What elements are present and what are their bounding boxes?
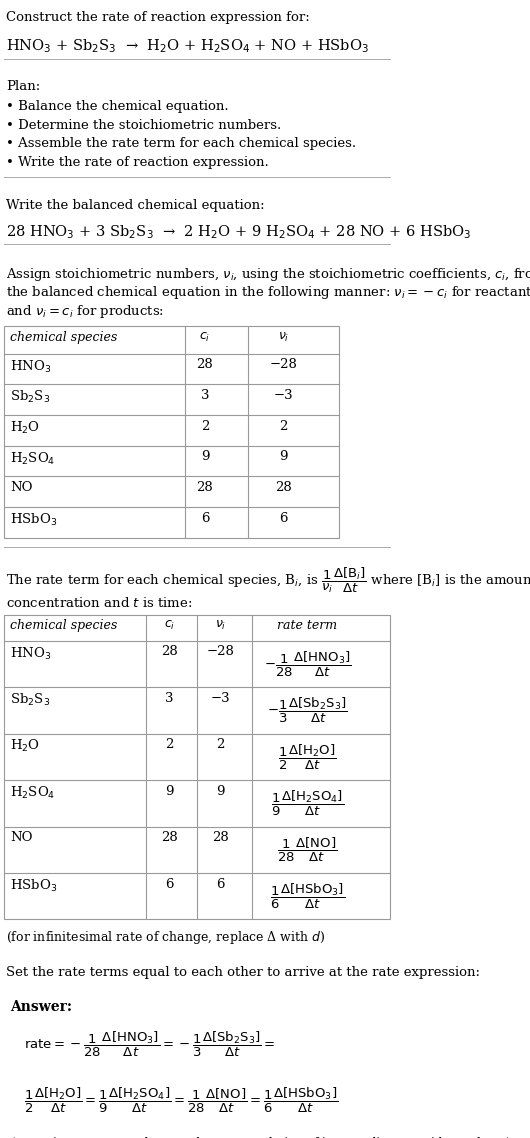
- Text: HNO$_3$: HNO$_3$: [10, 645, 51, 661]
- Text: −28: −28: [207, 645, 235, 659]
- Text: $\dfrac{1}{6}\dfrac{\Delta[\mathrm{HSbO_3}]}{\Delta t}$: $\dfrac{1}{6}\dfrac{\Delta[\mathrm{HSbO_…: [270, 882, 345, 910]
- Text: • Balance the chemical equation.: • Balance the chemical equation.: [6, 100, 228, 114]
- Text: Assign stoichiometric numbers, $\nu_i$, using the stoichiometric coefficients, $: Assign stoichiometric numbers, $\nu_i$, …: [6, 265, 530, 282]
- Text: NO: NO: [10, 481, 32, 494]
- Text: Write the balanced chemical equation:: Write the balanced chemical equation:: [6, 199, 264, 212]
- Text: $\dfrac{1}{2}\dfrac{\Delta[\mathrm{H_2O}]}{\Delta t} = \dfrac{1}{9}\dfrac{\Delta: $\dfrac{1}{2}\dfrac{\Delta[\mathrm{H_2O}…: [24, 1086, 338, 1115]
- Text: Sb$_2$S$_3$: Sb$_2$S$_3$: [10, 692, 50, 708]
- Text: 6: 6: [279, 512, 288, 525]
- Text: NO: NO: [10, 831, 32, 844]
- Text: 9: 9: [201, 451, 209, 463]
- Text: 3: 3: [201, 389, 209, 402]
- Text: HSbO$_3$: HSbO$_3$: [10, 877, 57, 893]
- Text: 9: 9: [165, 785, 174, 798]
- Text: $\nu_i$: $\nu_i$: [278, 331, 289, 344]
- Text: −3: −3: [211, 692, 231, 704]
- Text: (assuming constant volume and no accumulation of intermediates or side products): (assuming constant volume and no accumul…: [10, 1137, 510, 1138]
- Text: $-\dfrac{1}{28}\dfrac{\Delta[\mathrm{HNO_3}]}{\Delta t}$: $-\dfrac{1}{28}\dfrac{\Delta[\mathrm{HNO…: [263, 650, 351, 678]
- Bar: [4, 615, 390, 920]
- Text: $\dfrac{1}{9}\dfrac{\Delta[\mathrm{H_2SO_4}]}{\Delta t}$: $\dfrac{1}{9}\dfrac{\Delta[\mathrm{H_2SO…: [271, 789, 344, 818]
- Text: Plan:: Plan:: [6, 80, 40, 93]
- Text: 28: 28: [197, 358, 213, 371]
- Text: $c_i$: $c_i$: [199, 331, 210, 344]
- Text: 6: 6: [165, 877, 174, 891]
- Text: H$_2$SO$_4$: H$_2$SO$_4$: [10, 785, 55, 801]
- Text: $-\dfrac{1}{3}\dfrac{\Delta[\mathrm{Sb_2S_3}]}{\Delta t}$: $-\dfrac{1}{3}\dfrac{\Delta[\mathrm{Sb_2…: [267, 695, 348, 725]
- Text: 28: 28: [161, 831, 178, 844]
- Text: H$_2$O: H$_2$O: [10, 739, 40, 754]
- Text: (for infinitesimal rate of change, replace Δ with $d$): (for infinitesimal rate of change, repla…: [6, 929, 325, 946]
- Text: $\dfrac{1}{28}\dfrac{\Delta[\mathrm{NO}]}{\Delta t}$: $\dfrac{1}{28}\dfrac{\Delta[\mathrm{NO}]…: [277, 835, 338, 864]
- Text: The rate term for each chemical species, B$_i$, is $\dfrac{1}{\nu_i}\dfrac{\Delt: The rate term for each chemical species,…: [6, 566, 530, 595]
- Text: • Determine the stoichiometric numbers.: • Determine the stoichiometric numbers.: [6, 118, 281, 132]
- Text: H$_2$O: H$_2$O: [10, 420, 40, 436]
- Text: • Write the rate of reaction expression.: • Write the rate of reaction expression.: [6, 156, 269, 170]
- Text: 28: 28: [213, 831, 229, 844]
- Text: 2: 2: [217, 739, 225, 751]
- Text: • Assemble the rate term for each chemical species.: • Assemble the rate term for each chemic…: [6, 138, 356, 150]
- Text: 6: 6: [216, 877, 225, 891]
- Text: HSbO$_3$: HSbO$_3$: [10, 512, 57, 528]
- Text: 6: 6: [201, 512, 209, 525]
- Text: 2: 2: [165, 739, 174, 751]
- Text: −3: −3: [274, 389, 294, 402]
- Text: $\dfrac{1}{2}\dfrac{\Delta[\mathrm{H_2O}]}{\Delta t}$: $\dfrac{1}{2}\dfrac{\Delta[\mathrm{H_2O}…: [278, 742, 337, 772]
- Text: 28: 28: [161, 645, 178, 659]
- Text: HNO$_3$: HNO$_3$: [10, 358, 51, 374]
- Text: 9: 9: [216, 785, 225, 798]
- Text: and $\nu_i = c_i$ for products:: and $\nu_i = c_i$ for products:: [6, 303, 164, 320]
- Text: H$_2$SO$_4$: H$_2$SO$_4$: [10, 451, 55, 467]
- Text: 28 HNO$_3$ + 3 Sb$_2$S$_3$  →  2 H$_2$O + 9 H$_2$SO$_4$ + 28 NO + 6 HSbO$_3$: 28 HNO$_3$ + 3 Sb$_2$S$_3$ → 2 H$_2$O + …: [6, 223, 471, 240]
- Text: 2: 2: [279, 420, 288, 432]
- Text: chemical species: chemical species: [10, 619, 117, 632]
- Text: Set the rate terms equal to each other to arrive at the rate expression:: Set the rate terms equal to each other t…: [6, 966, 480, 979]
- Text: 3: 3: [165, 692, 174, 704]
- Bar: [4, 325, 339, 538]
- Text: $c_i$: $c_i$: [164, 619, 175, 632]
- Text: $\nu_i$: $\nu_i$: [215, 619, 226, 632]
- Text: −28: −28: [270, 358, 298, 371]
- Text: concentration and $t$ is time:: concentration and $t$ is time:: [6, 596, 192, 610]
- Text: Answer:: Answer:: [10, 1000, 72, 1014]
- Text: $\mathrm{rate} = -\dfrac{1}{28}\dfrac{\Delta[\mathrm{HNO_3}]}{\Delta t} = -\dfra: $\mathrm{rate} = -\dfrac{1}{28}\dfrac{\D…: [24, 1030, 275, 1059]
- Text: HNO$_3$ + Sb$_2$S$_3$  →  H$_2$O + H$_2$SO$_4$ + NO + HSbO$_3$: HNO$_3$ + Sb$_2$S$_3$ → H$_2$O + H$_2$SO…: [6, 38, 369, 55]
- Text: rate term: rate term: [277, 619, 338, 632]
- Text: chemical species: chemical species: [10, 331, 117, 344]
- Text: Construct the rate of reaction expression for:: Construct the rate of reaction expressio…: [6, 11, 310, 24]
- Text: the balanced chemical equation in the following manner: $\nu_i = -c_i$ for react: the balanced chemical equation in the fo…: [6, 284, 530, 302]
- Text: 2: 2: [201, 420, 209, 432]
- Text: Sb$_2$S$_3$: Sb$_2$S$_3$: [10, 389, 50, 405]
- Text: 28: 28: [197, 481, 213, 494]
- FancyBboxPatch shape: [2, 984, 392, 1138]
- Text: 28: 28: [276, 481, 292, 494]
- Text: 9: 9: [279, 451, 288, 463]
